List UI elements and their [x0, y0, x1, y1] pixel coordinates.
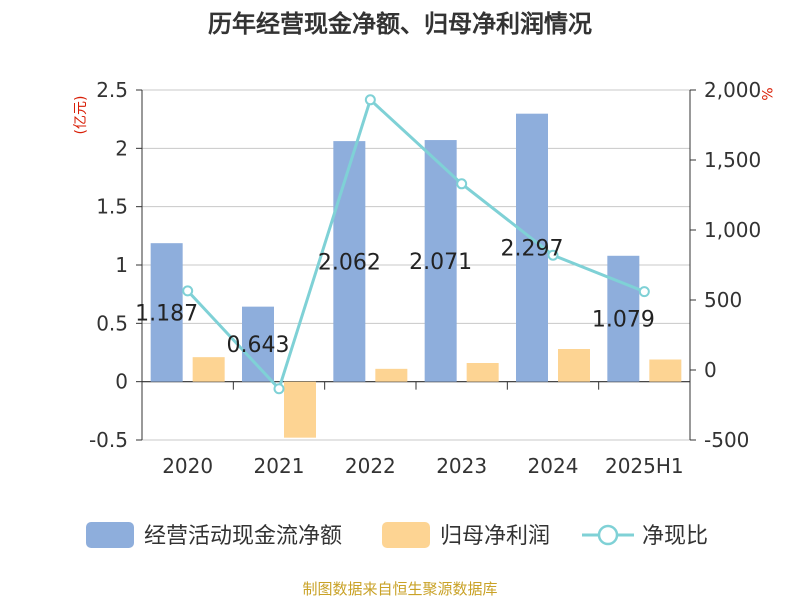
data-label: 1.079: [592, 308, 655, 333]
axes: 2.5 2 1.5 1 0.5 0 -0.5 2,000 1,500 1,000 500 0 -500 2…: [89, 78, 761, 478]
left-tick-label: 1: [115, 253, 128, 277]
right-tick-label: 500: [704, 288, 742, 312]
data-label: 2.062: [318, 250, 381, 275]
source-note: 制图数据来自恒生聚源数据库: [302, 580, 497, 598]
line-point: [182, 285, 194, 297]
cashflow-bar: [150, 243, 183, 382]
left-tick-label: 0.5: [96, 311, 128, 335]
data-label: 0.643: [227, 333, 290, 358]
net-profit-bar: [466, 363, 499, 382]
right-tick-label: 1,000: [704, 218, 761, 242]
category-label: 2020: [162, 454, 213, 478]
right-tick-label: 2,000: [704, 78, 761, 102]
net-profit-bar: [558, 349, 590, 382]
category-label: 2025H1: [605, 454, 684, 478]
right-tick-label: 0: [704, 358, 717, 382]
line-point: [638, 286, 650, 298]
category-label: 2023: [436, 454, 487, 478]
category-label: 2021: [254, 454, 305, 478]
data-label: 2.297: [501, 237, 564, 262]
chart-title: 历年经营现金净额、归母净利润情况: [208, 10, 592, 38]
line-point: [456, 178, 468, 190]
left-tick-label: 2.5: [96, 78, 128, 102]
left-tick-label: 1.5: [96, 195, 128, 219]
bar-series: [150, 113, 682, 438]
right-tick-label: 1,500: [704, 148, 761, 172]
category-label: 2022: [345, 454, 396, 478]
net-profit-bar: [375, 368, 408, 382]
data-label: 1.187: [135, 301, 198, 326]
legend-label-cashflow: 经营活动现金流净额: [144, 524, 342, 549]
cashflow-bar: [333, 141, 366, 382]
cashflow-bar: [242, 306, 274, 382]
data-label: 2.071: [409, 250, 472, 275]
net-profit-bar: [192, 357, 225, 382]
left-tick-label: 2: [115, 136, 128, 160]
net-cash-ratio-line: [186, 97, 645, 392]
left-tick-label: 0: [115, 370, 128, 394]
right-axis-unit: %: [758, 87, 774, 100]
category-label: 2024: [528, 454, 579, 478]
legend-label-ratio: 净现比: [642, 524, 708, 549]
left-tick-label: -0.5: [89, 428, 128, 452]
line-point: [364, 94, 376, 106]
legend-swatch-cashflow: [86, 522, 134, 548]
cashflow-bar: [424, 140, 457, 382]
line-series: [182, 94, 650, 395]
left-axis-unit: (亿元): [73, 96, 89, 135]
legend-marker-ratio: [597, 524, 619, 546]
legend-label-net-profit: 归母净利润: [440, 524, 550, 549]
line-point: [273, 383, 285, 395]
legend-swatch-net-profit: [382, 522, 430, 548]
net-profit-bar: [284, 381, 316, 438]
gridlines: [142, 89, 690, 441]
data-labels: 1.187 0.643 2.062 2.071 2.297 1.079: [135, 237, 655, 358]
net-profit-bar: [649, 359, 682, 382]
cashflow-bar: [607, 255, 640, 382]
line-point: [547, 249, 559, 261]
legend: 经营活动现金流净额 归母净利润 净现比: [86, 522, 708, 549]
right-tick-label: -500: [704, 428, 749, 452]
